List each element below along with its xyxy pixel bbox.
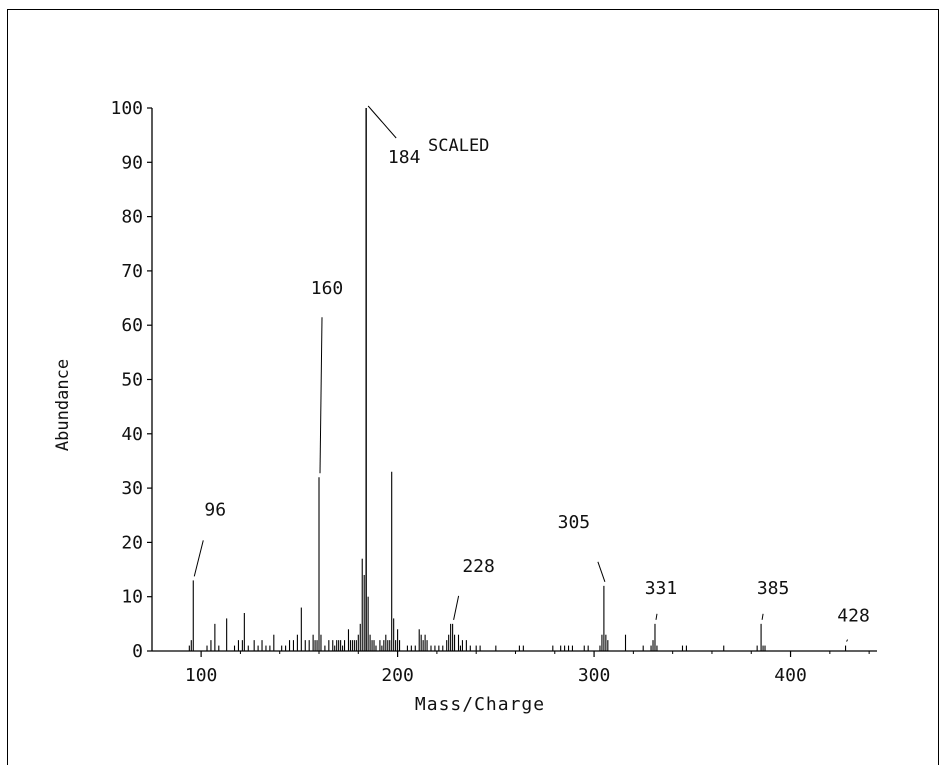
x-tick-label-400: 400 bbox=[774, 665, 807, 686]
y-tick-label-30: 30 bbox=[121, 478, 143, 499]
y-tick-label-0: 0 bbox=[132, 641, 143, 662]
peaks-group bbox=[188, 108, 847, 651]
peak-label-305: 305 bbox=[558, 512, 591, 533]
peak-label-160: 160 bbox=[311, 278, 344, 299]
y-tick-label-10: 10 bbox=[121, 587, 143, 608]
leader-line-331 bbox=[655, 613, 658, 620]
peak-label-184: 184 bbox=[388, 147, 421, 168]
peak-label-385: 385 bbox=[757, 578, 790, 599]
y-tick-label-20: 20 bbox=[121, 532, 143, 553]
peak-label-428: 428 bbox=[837, 606, 870, 627]
leader-line-160 bbox=[319, 317, 323, 474]
x-tick-label-300: 300 bbox=[578, 665, 611, 686]
y-axis-title: Abundance bbox=[53, 359, 73, 451]
x-tick-label-200: 200 bbox=[381, 665, 414, 686]
x-axis: 100 200 300 400 bbox=[152, 650, 877, 686]
leader-line-228 bbox=[453, 595, 460, 620]
y-tick-label-80: 80 bbox=[121, 207, 143, 228]
leader-line-428 bbox=[846, 639, 849, 642]
chart-frame bbox=[7, 9, 939, 765]
y-tick-label-100: 100 bbox=[110, 98, 143, 119]
leader-line-305 bbox=[597, 561, 606, 583]
peak-label-228: 228 bbox=[462, 556, 495, 577]
x-tick-label-100: 100 bbox=[185, 665, 218, 686]
y-tick-label-70: 70 bbox=[121, 261, 143, 282]
y-tick-label-50: 50 bbox=[121, 370, 143, 391]
scaled-annotation: SCALED bbox=[428, 136, 489, 156]
y-axis: 0 10 20 30 40 50 60 70 80 90 100 bbox=[110, 98, 153, 662]
x-axis-title: Mass/Charge bbox=[415, 694, 545, 715]
peak-label-96: 96 bbox=[204, 499, 226, 520]
peak-label-331: 331 bbox=[645, 578, 678, 599]
leader-line-385 bbox=[761, 613, 764, 620]
y-tick-label-90: 90 bbox=[121, 152, 143, 173]
peak-labels: 96 160 184 228 305 331 385 428 bbox=[193, 105, 870, 642]
leader-line-96 bbox=[193, 540, 204, 577]
y-tick-label-40: 40 bbox=[121, 424, 143, 445]
leader-line-184 bbox=[367, 105, 397, 139]
y-tick-label-60: 60 bbox=[121, 315, 143, 336]
